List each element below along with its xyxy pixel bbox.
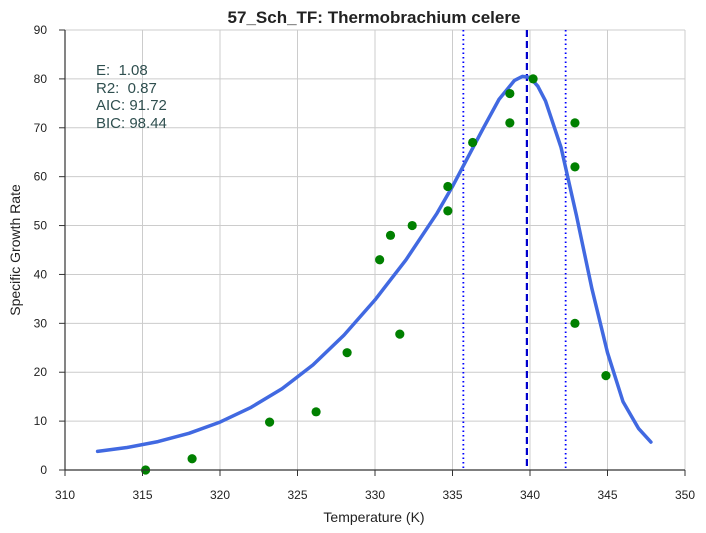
fitted-curve-group (95, 74, 653, 454)
data-point (570, 318, 580, 328)
y-tick-label: 50 (34, 219, 48, 233)
data-point (601, 371, 611, 381)
data-point (443, 181, 453, 192)
x-tick-label: 320 (210, 488, 230, 502)
fit-statistics: E: 1.08 R2: 0.87 AIC: 91.72 BIC: 98.44 (96, 62, 167, 132)
x-tick-label: 345 (597, 488, 617, 502)
y-tick-label: 0 (40, 463, 47, 477)
stat-e: E: 1.08 (96, 62, 148, 79)
fitted-curve (95, 74, 653, 454)
y-tick-label: 30 (34, 316, 48, 330)
y-tick-label: 70 (34, 121, 48, 135)
x-tick-label: 330 (365, 488, 385, 502)
y-tick-label: 80 (34, 72, 48, 86)
x-tick-label: 310 (55, 488, 75, 502)
y-tick-label: 10 (34, 414, 48, 428)
grid-lines (64, 29, 686, 471)
data-point (443, 206, 453, 216)
reference-lines (462, 30, 567, 470)
chart-title: 57_Sch_TF: Thermobrachium celere (228, 8, 521, 27)
data-point (505, 118, 515, 128)
x-tick-label: 340 (520, 488, 540, 502)
x-tick-label: 350 (675, 488, 695, 502)
axes (59, 29, 686, 476)
data-point (395, 329, 405, 339)
y-tick-label: 90 (34, 23, 48, 37)
data-point (468, 137, 478, 148)
data-point (407, 220, 417, 231)
x-tick-label: 335 (442, 488, 462, 502)
data-point (375, 255, 385, 265)
y-tick-label: 60 (34, 170, 48, 184)
data-point (187, 454, 197, 464)
stat-r2: R2: 0.87 (96, 80, 157, 97)
data-point (570, 162, 580, 172)
data-point (265, 417, 275, 427)
stat-aic: AIC: 91.72 (96, 97, 167, 114)
data-point (311, 407, 321, 417)
data-point (505, 88, 515, 99)
y-tick-label: 40 (34, 267, 48, 281)
x-axis-label: Temperature (K) (323, 509, 424, 525)
data-point (570, 118, 580, 128)
data-point (528, 74, 538, 84)
y-tick-label: 20 (34, 365, 48, 379)
data-points (141, 74, 611, 475)
tick-labels: 310 315 320 325 330 335 340 345 350 0 10 20 30 40 50 60… (34, 23, 696, 502)
x-tick-label: 315 (132, 488, 152, 502)
data-point (385, 230, 396, 240)
y-axis-label: Specific Growth Rate (7, 184, 23, 316)
stat-bic: BIC: 98.44 (96, 115, 167, 132)
data-point (342, 348, 352, 358)
x-tick-label: 325 (287, 488, 307, 502)
